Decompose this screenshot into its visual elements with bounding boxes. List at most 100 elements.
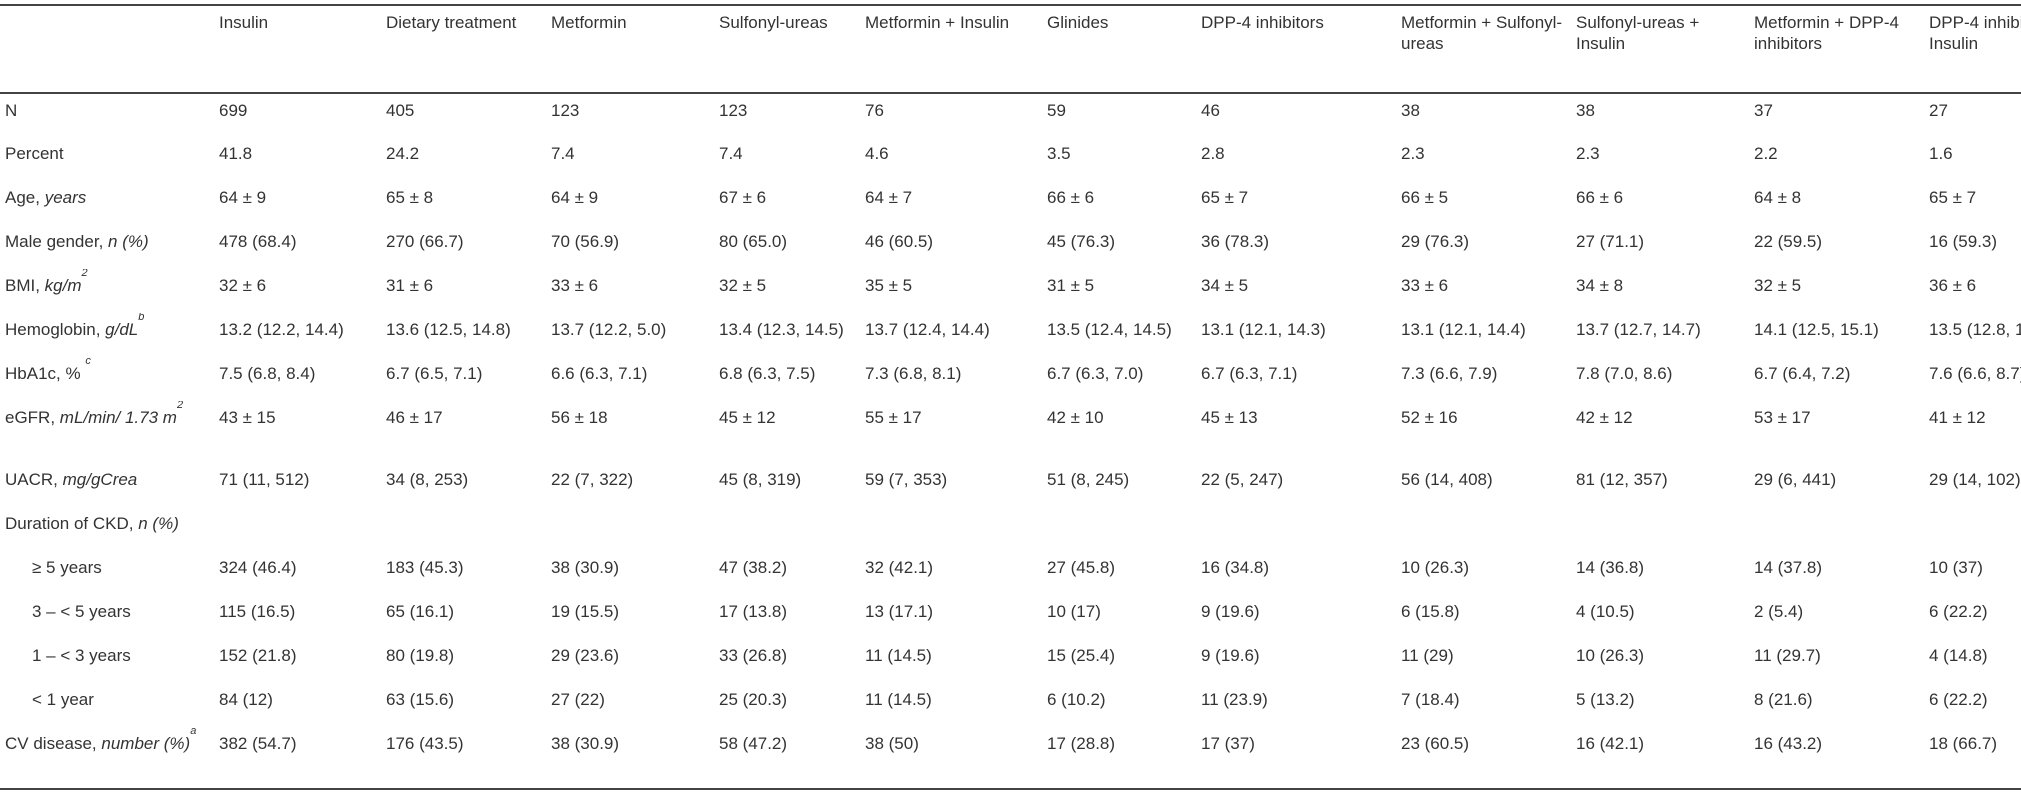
- row-label: < 1 year: [0, 683, 214, 727]
- table-cell: 42 ± 12: [1576, 408, 1633, 427]
- table-cell: 71 (11, 512): [219, 470, 310, 489]
- column-header: Metformin + DPP-4 inhibitors: [1749, 4, 1924, 94]
- row-label: N: [0, 93, 214, 137]
- table-cell: 67 ± 6: [719, 188, 767, 207]
- table-cell: 6.7 (6.5, 7.1): [386, 364, 483, 383]
- table-cell: 65 (16.1): [386, 602, 455, 621]
- table-cell: 13 (17.1): [865, 602, 934, 621]
- row-label-text: UACR,: [5, 470, 63, 489]
- column-header: Metformin + Insulin: [860, 4, 1042, 94]
- table-cell: 2.3: [1576, 144, 1600, 163]
- table-cell: 47 (38.2): [719, 558, 788, 577]
- drug-therapy-table: Insulin Dietary treatment Metformin Sulf…: [0, 4, 2021, 790]
- table-cell: [1924, 507, 2021, 551]
- table-row: Male gender, n (%) 478 (68.4) 270 (66.7) 70…: [0, 225, 2021, 269]
- table-cell: 17 (28.8): [1042, 727, 1196, 790]
- table-cell: 13.5 (12.4, 14.5): [1047, 320, 1172, 339]
- table-cell: 10 (17): [1047, 602, 1101, 621]
- table-cell: 64 ± 8: [1754, 188, 1802, 207]
- table-cell: 32 ± 5: [719, 276, 767, 295]
- table-cell: 58 (47.2): [714, 727, 860, 790]
- table-cell: 270 (66.7): [386, 232, 464, 251]
- table-cell: 7 (18.4): [1401, 690, 1460, 709]
- table-cell: 32 (42.1): [865, 558, 934, 577]
- table-cell: 23 (60.5): [1396, 727, 1571, 790]
- row-label-text: 1 – < 3 years: [32, 646, 131, 665]
- row-label: UACR, mg/gCrea: [0, 463, 214, 507]
- table-cell: 43 ± 15: [219, 408, 276, 427]
- table-cell: 55 ± 17: [865, 408, 922, 427]
- table-cell: 7.5 (6.8, 8.4): [219, 364, 316, 383]
- table-cell: 152 (21.8): [219, 646, 297, 665]
- table-row: Duration of CKD, n (%): [0, 507, 2021, 551]
- table-cell: 66 ± 6: [1047, 188, 1095, 207]
- table-cell: 176 (43.5): [381, 727, 546, 790]
- row-label-text: < 1 year: [32, 690, 94, 709]
- table-cell: 34 ± 8: [1576, 276, 1624, 295]
- table-cell: 13.7 (12.2, 5.0): [551, 320, 667, 339]
- table-cell: 27 (45.8): [1047, 558, 1116, 577]
- table-cell: 3.5: [1047, 144, 1071, 163]
- table-cell: 11 (14.5): [865, 690, 932, 709]
- table-cell: 7.6 (6.6, 8.7): [1929, 364, 2021, 383]
- table-cell: [546, 507, 714, 551]
- table-cell: 2.3: [1401, 144, 1425, 163]
- table-cell: 7.4: [719, 144, 743, 163]
- table-cell: [214, 507, 381, 551]
- row-label-text: Male gender,: [5, 232, 109, 251]
- row-label-text: eGFR,: [5, 408, 60, 427]
- table-cell: 17 (13.8): [719, 602, 788, 621]
- table-cell: 6.7 (6.3, 7.0): [1047, 364, 1144, 383]
- table-cell: 56 ± 18: [551, 408, 608, 427]
- table-cell: 6 (22.2): [1929, 602, 1988, 621]
- table-cell: 13.2 (12.2, 14.4): [219, 320, 344, 339]
- row-label-unit: number (%): [101, 734, 191, 753]
- table-row: N 699 405 123 123 76 59 46 38 38 37 27: [0, 93, 2021, 137]
- table-cell: 76: [865, 101, 884, 120]
- row-label-unit: n (%): [108, 232, 149, 251]
- table-cell: 25 (20.3): [719, 690, 788, 709]
- table-cell: 6.8 (6.3, 7.5): [719, 364, 816, 383]
- table-cell: 16 (59.3): [1929, 232, 1998, 251]
- row-label-unit: mg/gCrea: [62, 470, 138, 489]
- table-row: BMI, kg/m2 32 ± 6 31 ± 6 33 ± 6 32 ± 5 35 ± 5…: [0, 269, 2021, 313]
- table-cell: 56 (14, 408): [1401, 470, 1493, 489]
- table-cell: 46 ± 17: [386, 408, 443, 427]
- table-cell: 13.4 (12.3, 14.5): [719, 320, 844, 339]
- row-label-text: N: [5, 101, 18, 120]
- table-row: ≥ 5 years 324 (46.4) 183 (45.3) 38 (30.9) 47…: [0, 551, 2021, 595]
- table-cell: 38 (50): [860, 727, 1042, 790]
- row-label-text: Duration of CKD,: [5, 514, 139, 533]
- table-cell: 13.7 (12.4, 14.4): [865, 320, 990, 339]
- row-label: ≥ 5 years: [0, 551, 214, 595]
- table-cell: 32 ± 5: [1754, 276, 1802, 295]
- column-header: DPP-4 inhibitors + Insulin: [1924, 4, 2021, 94]
- table-cell: 15 (25.4): [1047, 646, 1116, 665]
- row-label-unit: kg/m: [44, 276, 82, 295]
- table-cell: 4 (10.5): [1576, 602, 1635, 621]
- row-label-unit: years: [44, 188, 87, 207]
- column-header: Insulin: [214, 4, 381, 94]
- table-cell: 27: [1929, 101, 1948, 120]
- table-cell: 46: [1201, 101, 1220, 120]
- table-row: CV disease, number (%)a 382 (54.7) 176 (43…: [0, 727, 2021, 790]
- row-label: 3 – < 5 years: [0, 595, 214, 639]
- table-row: 1 – < 3 years 152 (21.8) 80 (19.8) 29 (23.6…: [0, 639, 2021, 683]
- table-cell: 32 ± 6: [219, 276, 267, 295]
- row-label-text: HbA1c, %: [5, 364, 86, 383]
- header-corner: [0, 4, 214, 94]
- table-cell: 7.8 (7.0, 8.6): [1576, 364, 1673, 383]
- table-cell: 183 (45.3): [386, 558, 464, 577]
- table-cell: 478 (68.4): [219, 232, 297, 251]
- row-label-unit: n (%): [138, 514, 179, 533]
- table-cell: 31 ± 6: [386, 276, 434, 295]
- table-cell: 6 (15.8): [1401, 602, 1460, 621]
- table-cell: 10 (26.3): [1576, 646, 1645, 665]
- table-cell: 13.6 (12.5, 14.8): [386, 320, 511, 339]
- table-row: eGFR, mL/min/ 1.73 m2 43 ± 15 46 ± 17 56 ± …: [0, 401, 2021, 463]
- table-cell: 31 ± 5: [1047, 276, 1095, 295]
- table-cell: [1749, 507, 1924, 551]
- table-cell: 6 (10.2): [1047, 690, 1106, 709]
- table-cell: [860, 507, 1042, 551]
- table-cell: 29 (76.3): [1401, 232, 1470, 251]
